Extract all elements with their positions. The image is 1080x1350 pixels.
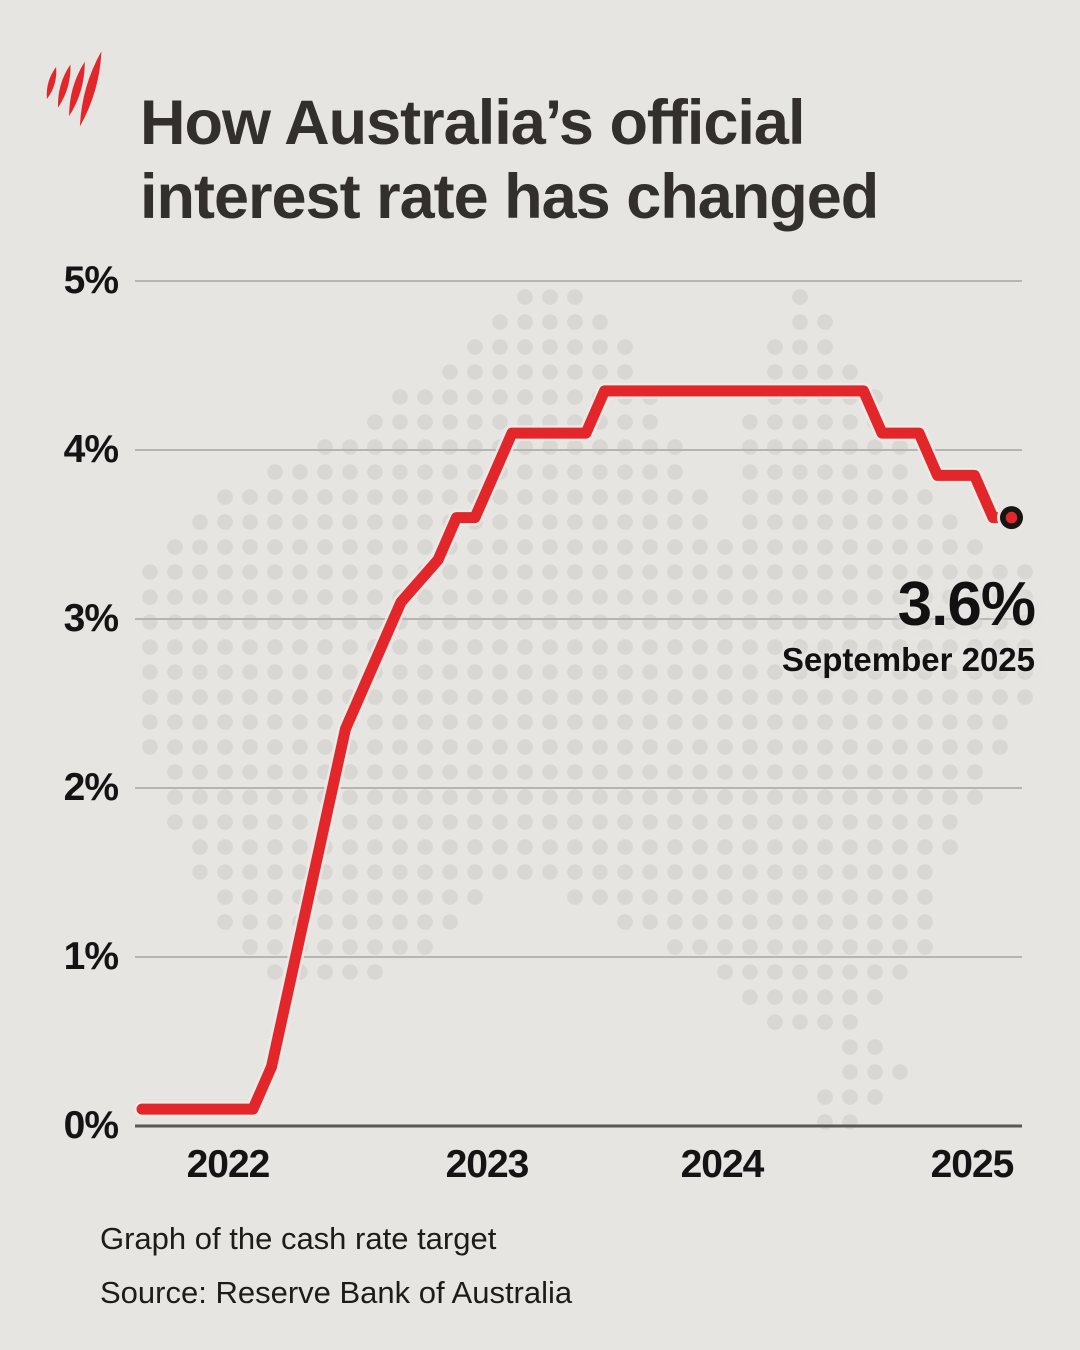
x-axis-label: 2024	[680, 1143, 765, 1186]
x-axis-label: 2022	[186, 1143, 271, 1186]
latest-rate-date: September 2025	[781, 641, 1035, 678]
y-axis-label: 5%	[63, 259, 119, 302]
y-axis-label: 1%	[63, 935, 119, 978]
x-axis-label: 2025	[930, 1143, 1015, 1186]
latest-rate-value: 3.6%	[897, 570, 1036, 639]
chart-caption: Graph of the cash rate target	[100, 1221, 497, 1256]
y-axis-label: 2%	[63, 766, 119, 809]
latest-rate-annotation: 3.6% September 2025	[781, 570, 1036, 682]
chart-source: Source: Reserve Bank of Australia	[100, 1275, 573, 1310]
chart-footnotes: Graph of the cash rate target Source: Re…	[100, 1212, 572, 1320]
title-line-1: How Australia’s official	[140, 88, 805, 159]
y-axis-label: 0%	[63, 1104, 119, 1147]
sbs-logo-icon	[46, 51, 102, 127]
cash-rate-line	[134, 382, 1020, 1118]
x-axis-label: 2023	[445, 1143, 530, 1186]
latest-point-marker	[997, 503, 1026, 533]
gridlines	[135, 280, 1022, 1128]
y-axis-label: 3%	[63, 597, 119, 640]
title-line-2: interest rate has changed	[140, 162, 879, 233]
y-axis-label: 4%	[63, 428, 119, 471]
page-title: How Australia’s official interest rate h…	[140, 86, 1040, 234]
